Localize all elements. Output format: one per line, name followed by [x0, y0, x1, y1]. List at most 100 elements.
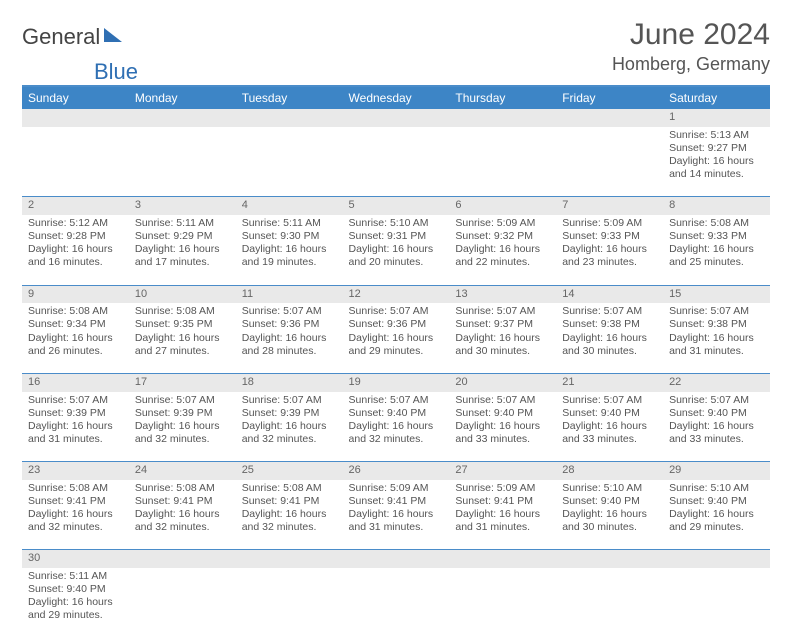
daylight-line-1: Daylight: 16 hours [28, 596, 123, 609]
day-cell: Sunrise: 5:09 AMSunset: 9:41 PMDaylight:… [343, 480, 450, 550]
day-cell: Sunrise: 5:07 AMSunset: 9:40 PMDaylight:… [556, 392, 663, 462]
daylight-line-1: Daylight: 16 hours [242, 420, 337, 433]
daylight-line-1: Daylight: 16 hours [669, 243, 764, 256]
day-number-row: 16171819202122 [22, 373, 770, 391]
daylight-line-2: and 32 minutes. [28, 521, 123, 534]
daylight-line-1: Daylight: 16 hours [135, 243, 230, 256]
daylight-line-2: and 20 minutes. [349, 256, 444, 269]
day-number: 22 [663, 373, 770, 391]
daylight-line-2: and 32 minutes. [242, 433, 337, 446]
day-content-row: Sunrise: 5:07 AMSunset: 9:39 PMDaylight:… [22, 392, 770, 462]
day-number: 9 [22, 285, 129, 303]
day-cell: Sunrise: 5:07 AMSunset: 9:40 PMDaylight:… [449, 392, 556, 462]
sunrise-line: Sunrise: 5:07 AM [242, 305, 337, 318]
daylight-line-2: and 33 minutes. [562, 433, 657, 446]
day-cell: Sunrise: 5:09 AMSunset: 9:32 PMDaylight:… [449, 215, 556, 285]
day-cell: Sunrise: 5:07 AMSunset: 9:40 PMDaylight:… [343, 392, 450, 462]
weekday-header: Monday [129, 87, 236, 109]
sunset-line: Sunset: 9:36 PM [242, 318, 337, 331]
day-cell [129, 127, 236, 197]
day-cell: Sunrise: 5:08 AMSunset: 9:41 PMDaylight:… [22, 480, 129, 550]
daylight-line-2: and 16 minutes. [28, 256, 123, 269]
day-number: 23 [22, 462, 129, 480]
day-cell: Sunrise: 5:07 AMSunset: 9:38 PMDaylight:… [663, 303, 770, 373]
sunset-line: Sunset: 9:41 PM [349, 495, 444, 508]
day-cell: Sunrise: 5:08 AMSunset: 9:35 PMDaylight:… [129, 303, 236, 373]
daylight-line-1: Daylight: 16 hours [28, 420, 123, 433]
daylight-line-2: and 25 minutes. [669, 256, 764, 269]
daylight-line-2: and 28 minutes. [242, 345, 337, 358]
day-number [22, 109, 129, 127]
sunset-line: Sunset: 9:30 PM [242, 230, 337, 243]
weekday-header: Thursday [449, 87, 556, 109]
daylight-line-2: and 31 minutes. [669, 345, 764, 358]
day-number-row: 23242526272829 [22, 462, 770, 480]
sunset-line: Sunset: 9:32 PM [455, 230, 550, 243]
day-cell [236, 127, 343, 197]
location: Homberg, Germany [612, 54, 770, 75]
daylight-line-2: and 32 minutes. [242, 521, 337, 534]
daylight-line-2: and 17 minutes. [135, 256, 230, 269]
daylight-line-1: Daylight: 16 hours [455, 332, 550, 345]
weekday-header: Sunday [22, 87, 129, 109]
sunrise-line: Sunrise: 5:11 AM [135, 217, 230, 230]
day-cell [556, 568, 663, 638]
sunset-line: Sunset: 9:40 PM [455, 407, 550, 420]
day-number: 24 [129, 462, 236, 480]
sunset-line: Sunset: 9:41 PM [242, 495, 337, 508]
daylight-line-2: and 30 minutes. [562, 521, 657, 534]
day-cell [343, 127, 450, 197]
sunset-line: Sunset: 9:33 PM [562, 230, 657, 243]
sunrise-line: Sunrise: 5:09 AM [562, 217, 657, 230]
sunrise-line: Sunrise: 5:07 AM [28, 394, 123, 407]
sunset-line: Sunset: 9:40 PM [349, 407, 444, 420]
day-number: 14 [556, 285, 663, 303]
daylight-line-1: Daylight: 16 hours [349, 508, 444, 521]
daylight-line-1: Daylight: 16 hours [455, 508, 550, 521]
day-number: 19 [343, 373, 450, 391]
weekday-header: Friday [556, 87, 663, 109]
logo: General [22, 24, 124, 50]
sunrise-line: Sunrise: 5:10 AM [562, 482, 657, 495]
sunrise-line: Sunrise: 5:07 AM [455, 305, 550, 318]
sunrise-line: Sunrise: 5:07 AM [562, 305, 657, 318]
sunrise-line: Sunrise: 5:09 AM [455, 482, 550, 495]
daylight-line-2: and 27 minutes. [135, 345, 230, 358]
sunrise-line: Sunrise: 5:07 AM [669, 305, 764, 318]
day-cell: Sunrise: 5:10 AMSunset: 9:40 PMDaylight:… [663, 480, 770, 550]
sunrise-line: Sunrise: 5:07 AM [135, 394, 230, 407]
day-number: 15 [663, 285, 770, 303]
sunrise-line: Sunrise: 5:07 AM [349, 394, 444, 407]
sunrise-line: Sunrise: 5:07 AM [242, 394, 337, 407]
daylight-line-2: and 31 minutes. [349, 521, 444, 534]
daylight-line-2: and 26 minutes. [28, 345, 123, 358]
day-cell: Sunrise: 5:07 AMSunset: 9:37 PMDaylight:… [449, 303, 556, 373]
day-cell: Sunrise: 5:10 AMSunset: 9:31 PMDaylight:… [343, 215, 450, 285]
sunrise-line: Sunrise: 5:08 AM [669, 217, 764, 230]
day-cell: Sunrise: 5:11 AMSunset: 9:29 PMDaylight:… [129, 215, 236, 285]
sunset-line: Sunset: 9:41 PM [455, 495, 550, 508]
day-number-row: 9101112131415 [22, 285, 770, 303]
day-cell [449, 127, 556, 197]
day-number: 3 [129, 197, 236, 215]
day-number: 13 [449, 285, 556, 303]
sunset-line: Sunset: 9:37 PM [455, 318, 550, 331]
day-number: 12 [343, 285, 450, 303]
daylight-line-1: Daylight: 16 hours [28, 332, 123, 345]
sunset-line: Sunset: 9:41 PM [135, 495, 230, 508]
sunrise-line: Sunrise: 5:08 AM [135, 482, 230, 495]
day-cell: Sunrise: 5:07 AMSunset: 9:38 PMDaylight:… [556, 303, 663, 373]
daylight-line-1: Daylight: 16 hours [562, 420, 657, 433]
day-number [129, 550, 236, 568]
day-cell: Sunrise: 5:08 AMSunset: 9:34 PMDaylight:… [22, 303, 129, 373]
sunset-line: Sunset: 9:40 PM [669, 407, 764, 420]
day-content-row: Sunrise: 5:08 AMSunset: 9:34 PMDaylight:… [22, 303, 770, 373]
sunrise-line: Sunrise: 5:08 AM [242, 482, 337, 495]
day-number: 2 [22, 197, 129, 215]
day-number [343, 550, 450, 568]
sunset-line: Sunset: 9:38 PM [669, 318, 764, 331]
daylight-line-2: and 30 minutes. [455, 345, 550, 358]
day-content-row: Sunrise: 5:13 AMSunset: 9:27 PMDaylight:… [22, 127, 770, 197]
daylight-line-1: Daylight: 16 hours [455, 243, 550, 256]
day-number: 11 [236, 285, 343, 303]
